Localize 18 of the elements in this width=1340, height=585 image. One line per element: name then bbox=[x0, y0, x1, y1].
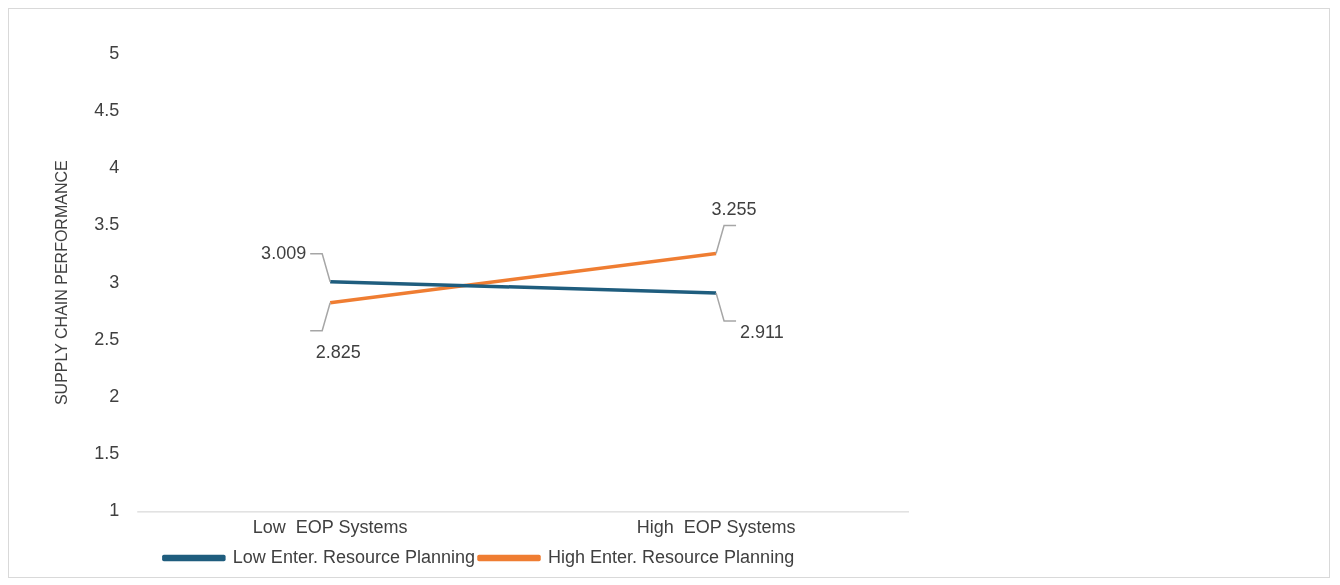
y-axis-title: SUPPLY CHAIN PERFORMANCE bbox=[53, 160, 71, 406]
y-tick-label: 3 bbox=[109, 271, 120, 292]
data-label: 3.009 bbox=[261, 242, 307, 263]
x-tick-label: Low EOP Systems bbox=[252, 517, 408, 538]
y-tick-label: 1 bbox=[109, 500, 120, 521]
data-label: 2.825 bbox=[315, 341, 361, 362]
data-label: 2.911 bbox=[740, 321, 784, 342]
legend-label: Low Enter. Resource Planning bbox=[232, 546, 476, 567]
legend-label: High Enter. Resource Planning bbox=[548, 546, 795, 567]
y-tick-label: 2 bbox=[109, 386, 120, 407]
x-tick-label: High EOP Systems bbox=[636, 517, 796, 538]
y-tick-label: 4 bbox=[109, 157, 120, 178]
y-tick-label: 5 bbox=[109, 42, 120, 63]
y-tick-label: 3.5 bbox=[94, 214, 120, 235]
y-tick-label: 2.5 bbox=[94, 328, 120, 349]
y-tick-label: 1.5 bbox=[94, 443, 120, 464]
y-tick-label: 4.5 bbox=[94, 100, 120, 121]
data-label: 3.255 bbox=[711, 198, 757, 219]
